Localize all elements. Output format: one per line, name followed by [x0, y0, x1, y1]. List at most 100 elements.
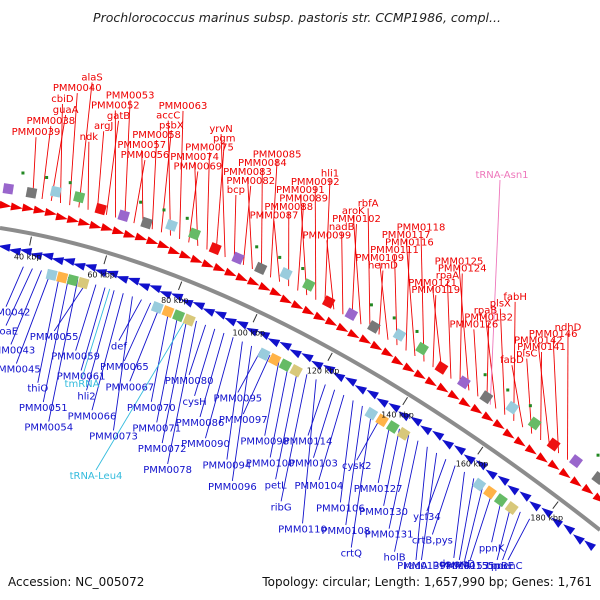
forward-gene-arrow [123, 229, 136, 238]
gene-label: PMM0051 [19, 403, 68, 414]
gene-label: PMM0125 [435, 256, 484, 267]
gene-label: PMM0096 [208, 482, 257, 493]
reverse-feature-block [257, 347, 271, 361]
forward-feature-block [568, 454, 583, 469]
gene-label: PMM0042 [0, 308, 30, 319]
reverse-gene-arrow [420, 425, 433, 436]
gene-leader-line [511, 365, 524, 428]
gene-leader-line [60, 103, 63, 203]
rna-label: tRNA-Asn1 [475, 170, 528, 181]
gene-label: plsC [516, 349, 537, 360]
gene-leader-line [231, 345, 253, 481]
gene-label: pds,crtD [433, 559, 476, 570]
reverse-feature-block [483, 485, 498, 500]
gene-leader-line [37, 274, 61, 383]
reverse-gene-arrow [72, 262, 86, 271]
gene-leader-line [5, 268, 33, 326]
gene-label: PMM0078 [143, 465, 192, 476]
gene-leader-line [507, 518, 531, 561]
gene-leader-line [432, 295, 437, 368]
gene-label: PMM0085 [253, 149, 302, 160]
gene-label: pgm [213, 133, 235, 144]
reverse-feature-block [161, 305, 175, 319]
gene-label: PMM0106 [316, 503, 365, 514]
forward-gene-arrow [470, 403, 483, 414]
gene-leader-line [179, 110, 184, 239]
gene-label: PMM0146 [529, 329, 578, 340]
gene-label: PMM0052 [91, 100, 140, 111]
gene-label: guaA [53, 105, 79, 116]
gene-label: PMM0100 [246, 458, 295, 469]
gene-leader-line [540, 352, 543, 441]
reverse-gene-arrow [311, 360, 324, 370]
map-title: Prochlorococcus marinus subsp. pastoris … [93, 10, 501, 25]
gene-leader-line [5, 266, 24, 307]
gene-label: PMM0108 [321, 526, 370, 537]
gene-leader-line [247, 176, 253, 270]
gene-leader-line [326, 240, 335, 310]
forward-gene-arrow [246, 276, 260, 286]
gene-label: PMM0065 [100, 362, 149, 373]
gene-label: hli1 [321, 169, 339, 180]
gene-label: PMM0054 [24, 422, 73, 433]
gene-label: PMM0080 [165, 376, 214, 387]
gene-leader-line [269, 364, 289, 458]
gene-label: PMM0089 [279, 194, 328, 205]
forward-gene-arrow [178, 250, 192, 259]
gene-label: PMM0131 [365, 530, 414, 541]
forward-feature-block [479, 390, 494, 405]
reverse-feature-block [182, 313, 196, 327]
gene-leader-line [78, 82, 93, 208]
gene-label: PMM0061 [57, 371, 106, 382]
gene-leader-line [113, 296, 133, 431]
reverse-feature-block [45, 268, 58, 281]
gene-label: rpaB [474, 305, 498, 316]
reverse-gene-arrow [529, 501, 542, 512]
reverse-gene-arrow [137, 283, 151, 292]
forward-gene-arrow [134, 232, 148, 241]
gene-label: PMM0071 [132, 423, 181, 434]
forward-feature-block [415, 341, 429, 356]
gene-label: PMM0038 [26, 116, 75, 127]
gene-label: fabD [500, 355, 524, 366]
reverse-gene-arrow [0, 243, 11, 252]
genome-backbone [0, 226, 600, 532]
rna-leader-line [81, 288, 111, 379]
forward-feature-block [392, 328, 407, 342]
gene-label: thiO [27, 384, 48, 395]
gene-label: PMM0116 [385, 238, 434, 249]
gene-leader-line [356, 416, 382, 461]
reverse-feature-block [66, 274, 79, 287]
gene-leader-line [496, 504, 512, 561]
gene-leader-line [394, 440, 419, 552]
scale-label: 60 kbp [87, 271, 115, 280]
forward-gene-arrow [190, 254, 203, 263]
gene-label: ndhD [555, 323, 582, 334]
reverse-feature-block [267, 352, 282, 367]
gene-leader-line [486, 322, 490, 403]
gene-label: PMM0083 [223, 167, 272, 178]
forward-gene-arrow [324, 316, 338, 326]
gene-leader-line [431, 465, 456, 535]
forward-feature-block [188, 227, 202, 241]
feature-marker [392, 316, 396, 320]
forward-feature-block [527, 416, 542, 431]
forward-gene-arrow [358, 334, 372, 344]
gene-label: crtQ [341, 549, 363, 560]
reverse-gene-arrow [224, 317, 237, 327]
gene-label: PMM0053 [106, 90, 155, 101]
scale-tick [327, 352, 333, 361]
scale-label: 180 kbp [530, 514, 563, 523]
reverse-feature-block [56, 271, 69, 284]
gene-leader-line [242, 185, 252, 265]
gene-leader-line [141, 150, 144, 227]
gene-label: PMM0124 [438, 263, 487, 274]
gene-label: PMM0127 [354, 484, 403, 495]
forward-gene-arrow [66, 215, 80, 223]
reverse-gene-arrow [8, 247, 22, 256]
gene-leader-line [188, 324, 207, 375]
gene-leader-line [426, 459, 447, 512]
gene-label: PMM0043 [0, 345, 35, 356]
gene-label: PMM0102 [332, 214, 381, 225]
forward-feature-block [434, 360, 449, 375]
